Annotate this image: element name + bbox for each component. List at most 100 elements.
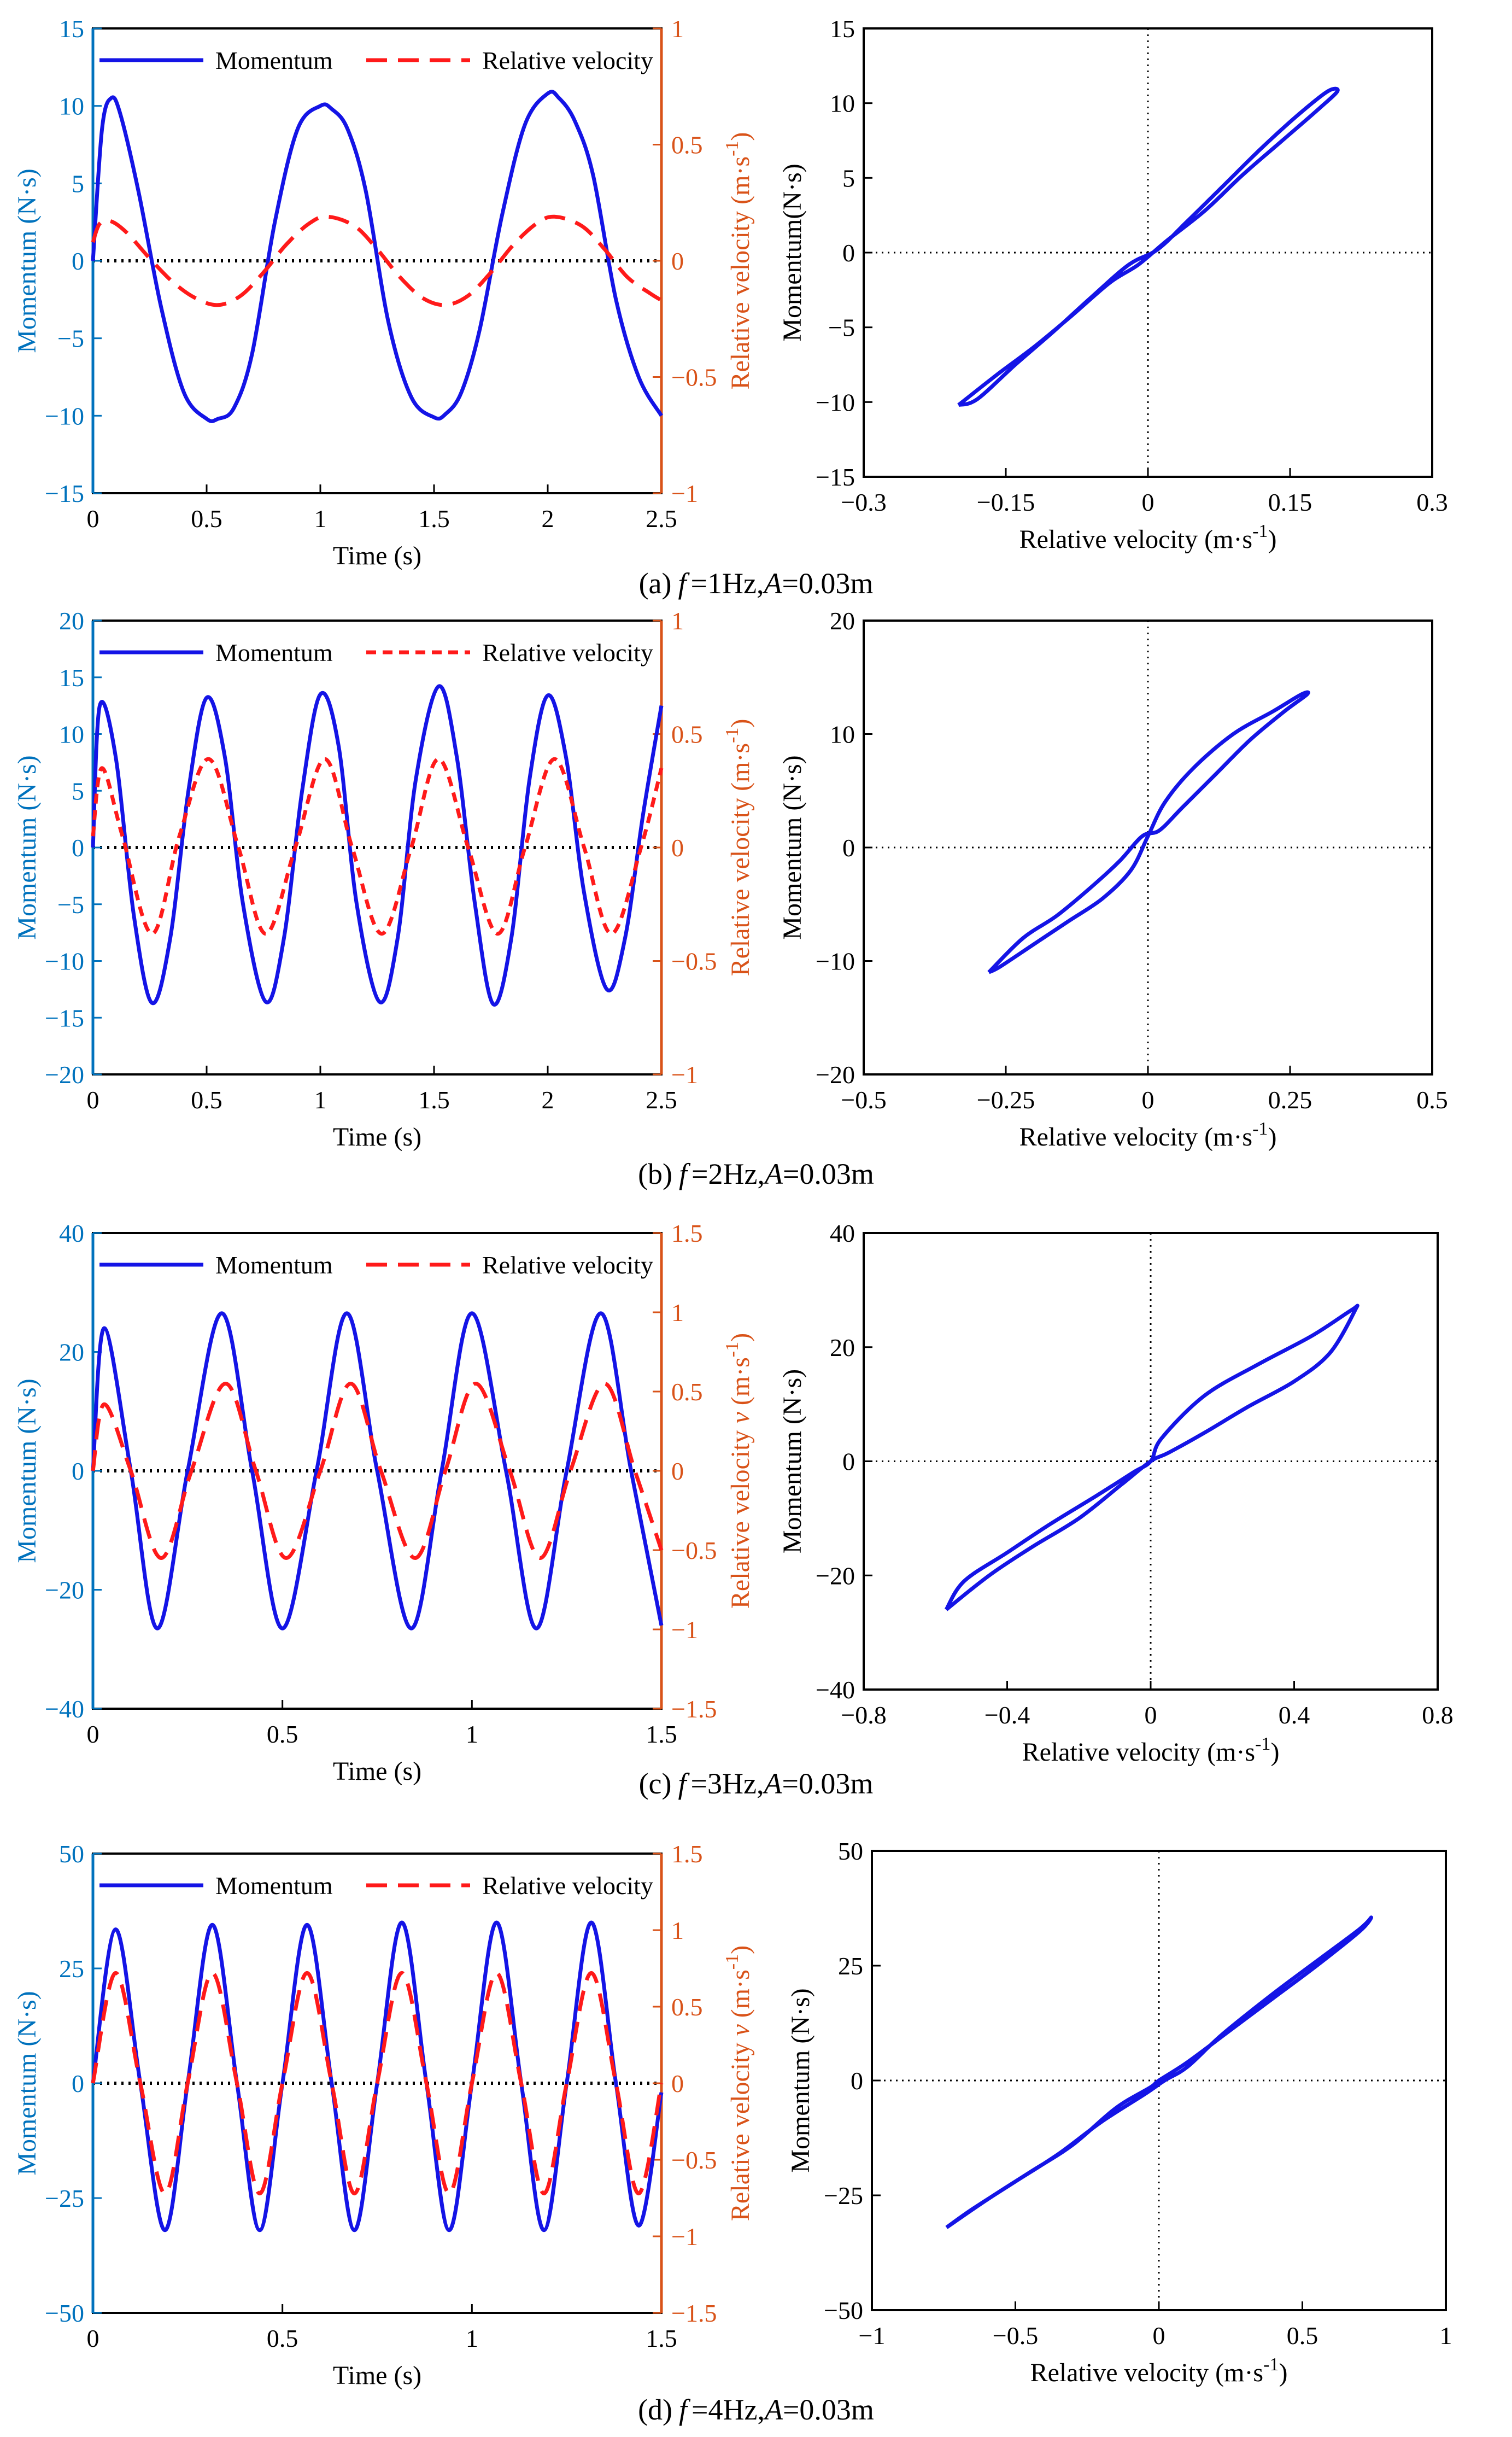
y2-axis-label: Relative velocity (m·s-1) [722,719,755,977]
y2-label-sup: -1 [722,1342,742,1357]
y-tick-label: 15 [59,664,84,692]
x-tick-label: −0.8 [841,1701,886,1729]
y2-label-unit: (m·s [726,1970,755,2024]
y2-tick-label: 0 [671,247,684,275]
y-tick-label: 40 [59,1219,84,1247]
x-tick-label: 0.8 [1422,1701,1454,1729]
hysteresis-loop [987,690,1310,974]
x-label-close: ) [1268,525,1276,554]
caption-c-freq: =3Hz, [691,1767,764,1800]
x-axis-label: Relative velocity (m·s-1) [1019,521,1277,554]
y-axis-label: Momentum (N·s) [13,1378,42,1563]
x-tick-label: 0.5 [191,505,222,533]
y-tick-label: −50 [824,2296,863,2324]
y-axis-label: Momentum (N·s) [13,168,42,353]
y-tick-label: −5 [57,891,84,919]
x-axis-label: Time (s) [333,1757,421,1786]
x-tick-label: 0 [1142,1086,1154,1114]
y2-label-main: Relative velocity (m·s [726,743,755,977]
x-tick-label: 0.5 [1287,2322,1318,2350]
x-label-sup: -1 [1263,2354,1279,2375]
x-axis-label: Relative velocity (m·s-1) [1022,1734,1280,1767]
x-tick-label: −0.15 [977,488,1035,516]
velocity-series-line [91,757,664,936]
caption-b-freq: =2Hz, [691,1158,765,1190]
x-tick-label: 1 [314,1086,327,1114]
caption-c-letter: (c) [639,1767,672,1800]
y-tick-label: 0 [842,239,855,267]
x-label-close: ) [1270,1738,1279,1767]
y-axis-label: Momentum (N·s) [786,1988,815,2172]
x-tick-label: 0.5 [1416,1086,1448,1114]
legend-velocity-label: Relative velocity [482,46,653,74]
y-axis-label: Momentum (N·s) [778,755,807,939]
x-tick-label: 1.5 [418,1086,450,1114]
y-tick-label: −20 [816,1562,855,1589]
y-tick-label: −40 [816,1676,855,1704]
x-label-close: ) [1279,2358,1287,2387]
x-label-main: Relative velocity (m·s [1030,2358,1264,2387]
caption-a-freq: =1Hz, [691,567,764,600]
y-tick-label: 20 [59,1339,84,1366]
y-tick-label: −10 [816,948,855,975]
x-tick-label: 0 [87,505,99,533]
x-tick-label: 0 [1142,488,1154,516]
x-tick-label: 2 [542,505,554,533]
x-axis-label: Relative velocity (m·s-1) [1030,2354,1288,2387]
y-tick-label: 25 [59,1955,84,1983]
y-tick-label: −10 [45,948,84,975]
y2-tick-label: 0 [671,834,684,862]
legend-velocity-label: Relative velocity [482,1251,653,1279]
y-tick-label: 25 [838,1952,863,1980]
y2-tick-label: 0 [671,1457,684,1485]
y2-tick-label: 1.5 [671,1840,703,1868]
velocity-series-line [91,1971,664,2196]
y2-tick-label: 1 [671,1916,684,1944]
y-tick-label: 5 [72,777,84,805]
y-tick-label: −15 [816,463,855,491]
legend-momentum-label: Momentum [215,1251,333,1279]
y2-tick-label: 0.5 [671,131,703,159]
y2-tick-label: −0.5 [671,364,717,391]
y-tick-label: −15 [45,1004,84,1032]
chart-2: −0.3 −0.15 0 0.15 0.3 −15 −10 −5 0 5 10 15 Relative … [778,15,1448,554]
y2-tick-label: −1.5 [671,1695,717,1723]
caption-c-A: A [762,1767,782,1800]
legend-momentum-label: Momentum [215,46,333,74]
y-tick-label: −5 [57,325,84,353]
y-tick-label: 15 [59,15,84,43]
y-axis-label: Momentum(N·s) [778,163,807,341]
caption-a-A: A [762,567,782,600]
x-tick-label: 1.5 [646,2324,677,2352]
x-tick-label: 0.5 [267,2324,298,2352]
y2-label-main: Relative velocity [726,1424,755,1609]
caption-c-amp: =0.03m [782,1767,873,1800]
chart-8: −1 −0.5 0 0.5 1 −50 −25 0 25 50 Relative velocity … [786,1837,1452,2387]
y-tick-label: 50 [59,1840,84,1868]
x-tick-label: 0.15 [1268,488,1312,516]
y-tick-label: −20 [45,1576,84,1604]
y-tick-label: −15 [45,480,84,507]
x-axis-label: Time (s) [333,541,421,570]
y2-label-main: Relative velocity [726,2036,755,2222]
y2-tick-label: −1 [671,1061,698,1089]
y-tick-label: 10 [59,92,84,120]
chart-4: −0.5 −0.25 0 0.25 0.5 −20 −10 0 10 20 Relative vel… [778,607,1448,1152]
x-tick-label: −0.3 [841,488,886,516]
y-tick-label: 15 [830,15,855,43]
chart-7: 0 0.5 1 1.5 −50 −25 0 25 50 Time (s) Momentum (N·s… [13,1840,755,2390]
x-tick-label: 0 [87,1086,99,1114]
caption-d-letter: (d) [638,2393,672,2426]
y-tick-label: 20 [830,607,855,635]
x-tick-label: −0.25 [977,1086,1035,1114]
y-axis-label: Momentum (N·s) [13,1991,42,2175]
y-tick-label: 0 [842,834,855,862]
x-tick-label: 1 [466,2324,478,2352]
y2-label-unit: (m·s [726,1357,755,1412]
y2-tick-label: −0.5 [671,2146,717,2174]
x-tick-label: 0 [87,2324,99,2352]
caption-c: (c) f =3Hz,A=0.03m [639,1767,874,1800]
